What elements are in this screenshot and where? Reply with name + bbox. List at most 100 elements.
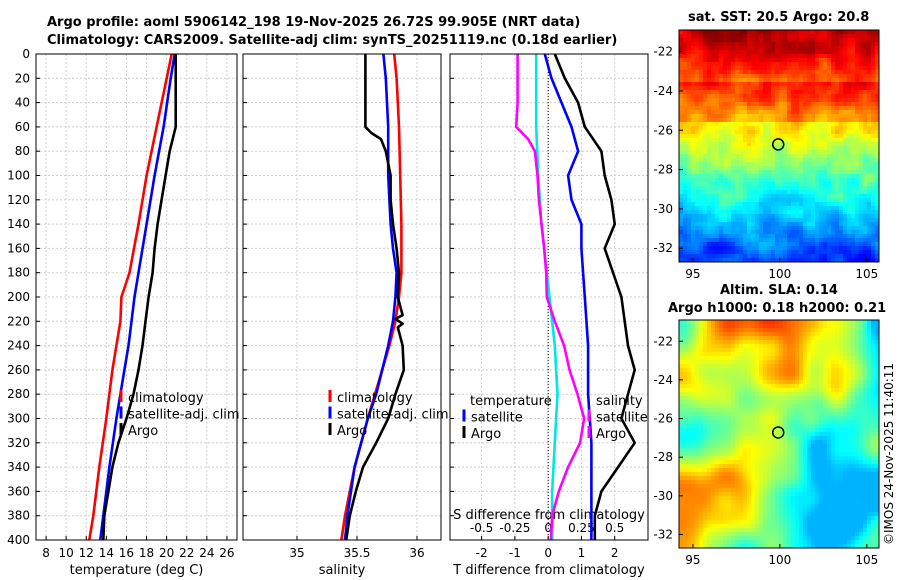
sla-map-title: Altim. SLA: 0.14 (720, 283, 838, 298)
s-tick-label: 0.5 (605, 521, 624, 535)
sst-map-ytick-label: -24 (653, 84, 673, 98)
panel-3-xtick-label: -1 (509, 546, 521, 560)
series-line-salinity-satellite (534, 54, 559, 540)
sst-map-xtick-label: 95 (685, 267, 700, 281)
panel-1-frame (35, 53, 238, 541)
depth-tick-label: 20 (15, 71, 30, 85)
depth-tick-label: 280 (7, 387, 30, 401)
s-tick-label: -0.25 (499, 521, 530, 535)
panel-1-xtick-label: 10 (59, 546, 74, 560)
series-line-satellite-adj-clim (343, 53, 398, 541)
sst-map-ytick-label: -30 (653, 202, 673, 216)
depth-tick-label: 400 (7, 533, 30, 547)
sst-map-ytick-label: -32 (653, 241, 673, 255)
sla-map-float-marker (771, 426, 785, 439)
legend-label: Argo (471, 427, 501, 442)
sla-map-ytick-label: -26 (653, 412, 673, 426)
depth-tick-label: 320 (7, 436, 30, 450)
sst-map-ytick-label: -26 (653, 123, 673, 137)
series-line-temperature-argo (553, 53, 637, 540)
panel-2-frame (242, 53, 442, 541)
panel-1-xtick-label: 22 (179, 546, 194, 560)
legend-label: satellite-adj. clim (337, 408, 449, 423)
panel-2-xtick-label: 35.5 (344, 546, 371, 560)
sla-map-ytick-label: -28 (653, 450, 673, 464)
chart-title-line2: Climatology: CARS2009. Satellite-adj cli… (47, 33, 618, 48)
depth-tick-label: 140 (7, 217, 30, 231)
sst-map-field (679, 30, 879, 262)
depth-tick-label: 100 (7, 169, 30, 183)
depth-tick-label: 120 (7, 193, 30, 207)
s-tick-label: 0.25 (568, 521, 595, 535)
sst-map-title: sat. SST: 20.5 Argo: 20.8 (688, 10, 870, 25)
legend-label: climatology (128, 391, 204, 406)
series-line-argo (344, 54, 406, 541)
panel-3-xtick-label: -2 (476, 546, 488, 560)
depth-tick-label: 200 (7, 290, 30, 304)
panel-3-xtick-label: 1 (578, 546, 586, 560)
depth-tick-label: 0 (22, 47, 30, 61)
panel-3-xlabel: T difference from climatology (452, 563, 645, 578)
s-tick-label: -0.5 (470, 521, 493, 535)
panel-1-xtick-label: 18 (139, 546, 154, 560)
sst-map-xtick-label: 100 (768, 267, 791, 281)
depth-tick-label: 260 (7, 363, 30, 377)
sla-map-ytick-label: -30 (653, 489, 673, 503)
sst-map-frame (678, 29, 880, 263)
legend-label: Argo (337, 424, 367, 439)
sla-map-xtick-label: 95 (685, 553, 700, 567)
depth-tick-label: 160 (7, 241, 30, 255)
depth-tick-label: 40 (15, 96, 30, 110)
legend-label: satellite-adj. clim (128, 408, 240, 423)
depth-tick-label: 60 (15, 120, 30, 134)
sst-map-float-marker (771, 138, 785, 151)
panel-2-xtick-label: 35 (289, 546, 304, 560)
legend-label: Argo (596, 427, 626, 442)
depth-tick-label: 360 (7, 484, 30, 498)
series-line-argo (102, 54, 177, 541)
sla-map-ytick-label: -22 (653, 334, 673, 348)
sla-map-xtick-label: 100 (768, 553, 791, 567)
s-axis-label: S difference from climatology (453, 508, 645, 523)
panel-2-xlabel: salinity (319, 563, 366, 578)
series-line-satellite-adj-clim (99, 53, 176, 541)
panel-1-xtick-label: 16 (119, 546, 134, 560)
sst-map-ytick-label: -28 (653, 163, 673, 177)
legend-label: temperature (470, 394, 552, 409)
panel-2-xtick-label: 36 (409, 546, 424, 560)
panel-1-xtick-label: 14 (99, 546, 114, 560)
sst-map-ytick-label: -22 (653, 45, 673, 59)
sla-map-frame (678, 319, 880, 549)
sla-map-ytick-label: -24 (653, 373, 673, 387)
panel-1-xtick-label: 8 (42, 546, 50, 560)
series-line-climatology (88, 53, 173, 541)
chart-title-line1: Argo profile: aoml 5906142_198 19-Nov-20… (47, 15, 581, 30)
legend-label: satellite (596, 411, 648, 426)
depth-tick-label: 180 (7, 266, 30, 280)
legend-label: satellite (471, 411, 523, 426)
sla-map-xtick-label: 105 (855, 553, 878, 567)
s-tick-label: 0 (544, 521, 552, 535)
sla-map-ytick-label: -32 (653, 527, 673, 541)
panel-3-frame (449, 53, 649, 541)
depth-tick-label: 80 (15, 144, 30, 158)
panel-1-xtick-label: 20 (159, 546, 174, 560)
panel-1-xtick-label: 24 (199, 546, 214, 560)
legend-label: salinity (596, 394, 643, 409)
series-line-salinity-argo (514, 54, 586, 541)
depth-tick-label: 380 (7, 509, 30, 523)
depth-tick-label: 220 (7, 314, 30, 328)
panel-1-xtick-label: 26 (219, 546, 234, 560)
sla-map-field (679, 320, 879, 548)
legend-label: Argo (128, 424, 158, 439)
sst-map-xtick-label: 105 (855, 267, 878, 281)
panel-1-xlabel: temperature (deg C) (70, 563, 204, 578)
depth-tick-label: 300 (7, 412, 30, 426)
legend-label: climatology (337, 391, 413, 406)
panel-3-xtick-label: 0 (544, 546, 552, 560)
panel-1-xtick-label: 12 (79, 546, 94, 560)
depth-tick-label: 240 (7, 339, 30, 353)
sla-map-subtitle: Argo h1000: 0.18 h2000: 0.21 (668, 301, 887, 316)
panel-3-xtick-label: 2 (611, 546, 619, 560)
